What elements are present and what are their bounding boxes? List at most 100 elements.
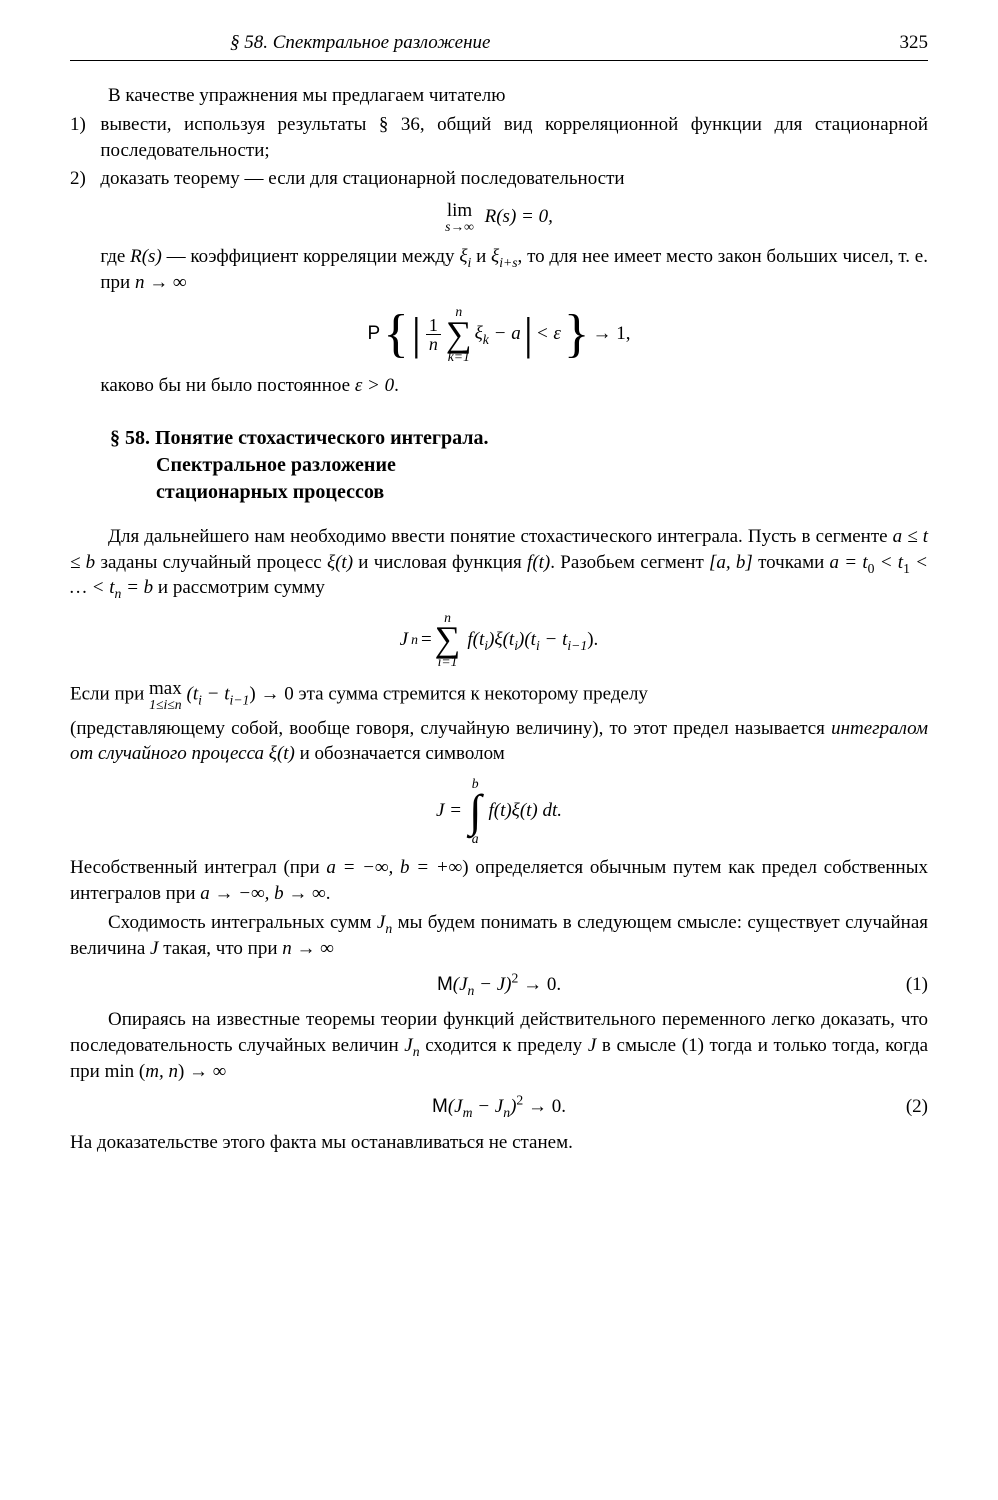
text: (представляющему собой, вообще говоря, с…	[70, 718, 831, 739]
equation-tag-2: (2)	[871, 1094, 928, 1120]
text: такая, что при	[158, 938, 282, 959]
item-number: 1)	[70, 112, 100, 163]
minus-Jn: − J	[472, 1096, 503, 1117]
text: и рассмотрим сумму	[153, 577, 325, 598]
exercise-item-2: 2) доказать теорему — если для стационар…	[70, 166, 928, 192]
f-t: f(t)	[527, 552, 550, 573]
equation-integral: J = b ∫ a f(t)ξ(t) dt.	[70, 777, 928, 845]
section-line2: Спектральное разложение	[110, 452, 928, 479]
paragraph-2: Если при max 1≤i≤n (ti − ti−1) → 0 эта с…	[70, 679, 928, 712]
xi: ξ	[491, 246, 499, 267]
text: и	[471, 246, 491, 267]
sub-is: i+s	[499, 255, 517, 270]
text: Для дальнейшего нам необходимо ввести по…	[108, 526, 893, 547]
eq-b: = b	[121, 577, 153, 598]
page-number: 325	[900, 30, 929, 56]
to-zero: → 0.	[518, 974, 561, 995]
equation-limit: lim s→∞ R(s) = 0,	[70, 201, 928, 234]
lim-label: lim	[447, 201, 472, 220]
minus-ti1: − t	[540, 629, 568, 650]
a-to-inf: a → −∞, b → ∞	[200, 883, 325, 904]
text: где	[100, 246, 130, 267]
equation-1: M(Jn − J)2 → 0. (1)	[70, 972, 928, 998]
M-symbol: M	[437, 974, 453, 995]
segment-ab: [a, b]	[709, 552, 753, 573]
text: Сходимость интегральных сумм	[108, 912, 377, 933]
item-number: 2)	[70, 166, 100, 192]
equals: =	[421, 627, 432, 653]
text: сходится к пределу	[420, 1035, 588, 1056]
sum-lower: k=1	[448, 350, 470, 364]
left-abs: |	[412, 316, 421, 352]
P-symbol: P	[368, 321, 381, 347]
n-to-inf: n → ∞	[135, 272, 187, 293]
frac-num: 1	[426, 316, 441, 334]
equation-Jn: Jn = n ∑ i=1 f(ti)ξ(ti)(ti − ti−1).	[70, 611, 928, 669]
text: каково бы ни было постоянное	[100, 375, 354, 396]
fraction-1-over-n: 1 n	[426, 316, 441, 353]
J-eq: J =	[436, 798, 462, 824]
int-lower: a	[472, 832, 479, 846]
max-label: max	[149, 679, 182, 698]
equation-2: M(Jm − Jn)2 → 0. (2)	[70, 1094, 928, 1120]
t0: a = t	[830, 552, 868, 573]
integral-operator: b ∫ a	[469, 777, 482, 845]
M-symbol: M	[432, 1096, 448, 1117]
xi-k: ξ	[475, 323, 483, 344]
sum-body: f(ti)ξ(ti)(ti − ti−1).	[467, 627, 598, 653]
text: и числовая функция	[353, 552, 527, 573]
R-of-s: R(s)	[130, 246, 162, 267]
eq-center: M(Jn − J)2 → 0.	[127, 972, 871, 998]
Jn: J	[404, 1035, 412, 1056]
eq-center: M(Jm − Jn)2 → 0.	[127, 1094, 871, 1120]
minus-ti1: − t	[202, 684, 230, 705]
lim-body: R(s) = 0,	[485, 206, 553, 227]
int-body: f(t)ξ(t) dt.	[488, 798, 562, 824]
text: заданы случайный процесс	[95, 552, 327, 573]
n-to-inf: n → ∞	[282, 938, 334, 959]
ti: )(t	[518, 629, 536, 650]
max-sub: 1≤i≤n	[149, 698, 181, 712]
paragraph-4: Сходимость интегральных сумм Jn мы будем…	[70, 910, 928, 961]
mn: m, n	[145, 1061, 178, 1082]
to-zero: → 0.	[523, 1096, 566, 1117]
item-text: вывести, используя результаты § 36, общи…	[100, 112, 928, 163]
sum-lower: i=1	[438, 655, 458, 669]
text: — коэффициент корреляции между	[162, 246, 460, 267]
sub-m: m	[463, 1105, 473, 1120]
section-number: § 58.	[110, 427, 150, 449]
text: точками	[753, 552, 830, 573]
section-line3: стационарных процессов	[110, 479, 928, 506]
max-operator: max 1≤i≤n	[149, 679, 182, 712]
header-title: § 58. Спектральное разложение	[230, 30, 490, 56]
running-header: § 58. Спектральное разложение 325	[70, 30, 928, 61]
frac-den: n	[426, 334, 441, 353]
limit-operator: lim s→∞	[445, 201, 474, 234]
sub-im1: i−1	[230, 692, 250, 707]
left-brace: {	[383, 313, 409, 356]
page: § 58. Спектральное разложение 325 В каче…	[0, 0, 998, 1500]
Jn-lhs: J	[400, 627, 408, 653]
Jm: (J	[448, 1096, 463, 1117]
after-prob-paragraph: каково бы ни было постоянное ε > 0.	[70, 373, 928, 399]
dot: .	[326, 883, 331, 904]
sigma-icon: ∑	[435, 624, 461, 655]
xit: )ξ(t	[488, 629, 514, 650]
section-line1: Понятие стохастического интеграла.	[155, 427, 489, 449]
sum-operator: n ∑ i=1	[435, 611, 461, 669]
paragraph-2b: (представляющему собой, вообще говоря, с…	[70, 716, 928, 767]
minus-J: − J)	[474, 974, 511, 995]
intro-paragraph: В качестве упражнения мы предлагаем чита…	[70, 83, 928, 109]
paren: ).	[587, 629, 598, 650]
text: Несобственный интеграл (при	[70, 857, 326, 878]
minus-a: − a	[489, 323, 521, 344]
integral-icon: ∫	[469, 790, 482, 831]
text: . Разобьем сегмент	[550, 552, 709, 573]
lt-t1: < t	[874, 552, 903, 573]
right-brace: }	[564, 313, 590, 356]
equation-tag-1: (1)	[871, 972, 928, 998]
sigma-icon: ∑	[446, 319, 472, 350]
item-text: доказать теорему — если для стационарной…	[100, 166, 928, 192]
eps-gt-0: ε > 0	[355, 375, 394, 396]
right-abs: |	[524, 316, 533, 352]
